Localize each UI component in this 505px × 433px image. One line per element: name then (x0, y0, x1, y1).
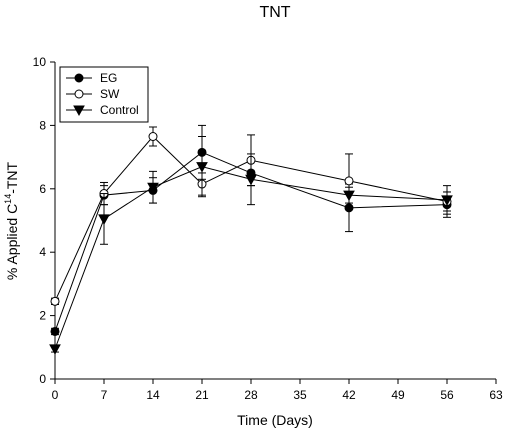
data-point (441, 195, 453, 206)
x-tick-label: 21 (195, 388, 209, 402)
x-tick-label: 35 (293, 388, 307, 402)
data-point (98, 214, 110, 225)
x-tick-label: 14 (146, 388, 160, 402)
y-tick-label: 8 (39, 118, 46, 132)
plot-area: 0 7 14 21 28 35 42 49 56 63 0 2 4 6 8 10 (33, 55, 503, 402)
data-point (343, 190, 355, 202)
y-axis-label-suffix: -TNT (4, 161, 20, 193)
y-tick-label: 10 (33, 55, 47, 69)
data-point (147, 182, 159, 194)
legend-item-sw: SW (66, 87, 120, 101)
legend-item-control: Control (66, 103, 139, 117)
data-point (50, 296, 60, 306)
x-tick-label: 49 (391, 388, 405, 402)
x-tick-label: 7 (101, 388, 108, 402)
y-axis-label: % Applied C14-TNT (3, 161, 20, 280)
y-tick-label: 0 (39, 372, 46, 386)
legend-marker (73, 105, 85, 117)
x-tick-label: 0 (52, 388, 59, 402)
legend-label: SW (100, 87, 120, 101)
legend-box (59, 66, 149, 123)
y-tick-label: 4 (39, 245, 46, 259)
data-point (344, 176, 354, 186)
x-tick-label: 28 (244, 388, 258, 402)
chart-title: TNT (259, 4, 290, 21)
legend: EG SW Control (59, 66, 149, 123)
series-control (49, 135, 453, 355)
legend-item-eg: EG (66, 71, 117, 85)
legend-marker (74, 89, 84, 99)
x-tick-label: 42 (342, 388, 356, 402)
y-axis-label-prefix: % Applied C (4, 204, 20, 280)
data-point (196, 162, 208, 173)
series-layer (49, 124, 453, 355)
data-point (50, 326, 60, 336)
data-point (245, 174, 257, 186)
x-tick-label: 56 (440, 388, 454, 402)
legend-label: EG (100, 71, 117, 85)
y-axis-label-superscript: 14 (3, 194, 13, 204)
data-point (49, 344, 61, 355)
y-tick-label: 2 (39, 309, 46, 323)
y-tick-label: 6 (39, 182, 46, 196)
data-point (148, 131, 158, 141)
x-tick-label: 63 (489, 388, 503, 402)
x-axis-label: Time (Days) (237, 412, 313, 428)
legend-marker (74, 73, 84, 83)
legend-label: Control (100, 103, 139, 117)
axis-ticks: 0 7 14 21 28 35 42 49 56 63 0 2 4 6 8 10 (33, 55, 503, 402)
